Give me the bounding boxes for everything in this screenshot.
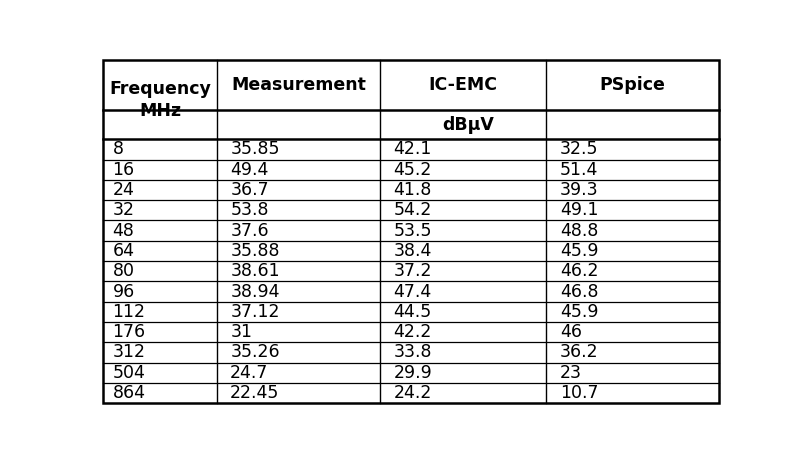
Text: 176: 176 — [112, 323, 146, 341]
Text: 46: 46 — [560, 323, 582, 341]
Text: 53.5: 53.5 — [394, 222, 432, 240]
Text: 45.9: 45.9 — [560, 242, 598, 260]
Text: 46.2: 46.2 — [560, 262, 598, 280]
Text: Measurement: Measurement — [231, 76, 367, 94]
Text: 24.2: 24.2 — [394, 384, 432, 402]
Text: 45.9: 45.9 — [560, 303, 598, 321]
Text: IC-EMC: IC-EMC — [429, 76, 498, 94]
Text: 35.85: 35.85 — [230, 140, 280, 158]
Text: 31: 31 — [230, 323, 253, 341]
Text: PSpice: PSpice — [600, 76, 666, 94]
Text: 37.2: 37.2 — [394, 262, 432, 280]
Text: 312: 312 — [112, 343, 145, 361]
Text: 24: 24 — [112, 181, 135, 199]
Text: 53.8: 53.8 — [230, 202, 269, 219]
Text: 80: 80 — [112, 262, 135, 280]
Text: 37.12: 37.12 — [230, 303, 280, 321]
Text: 38.61: 38.61 — [230, 262, 280, 280]
Text: 33.8: 33.8 — [394, 343, 432, 361]
Text: 35.26: 35.26 — [230, 343, 280, 361]
Text: Frequency
MHz: Frequency MHz — [109, 80, 211, 120]
Text: 48: 48 — [112, 222, 135, 240]
Text: 45.2: 45.2 — [394, 161, 432, 179]
Text: 16: 16 — [112, 161, 135, 179]
Text: 44.5: 44.5 — [394, 303, 431, 321]
Text: 38.4: 38.4 — [394, 242, 432, 260]
Text: 112: 112 — [112, 303, 145, 321]
Text: 29.9: 29.9 — [394, 364, 432, 382]
Text: 49.4: 49.4 — [230, 161, 269, 179]
Text: 39.3: 39.3 — [560, 181, 599, 199]
Text: 36.2: 36.2 — [560, 343, 599, 361]
Text: 51.4: 51.4 — [560, 161, 598, 179]
Text: 42.2: 42.2 — [394, 323, 432, 341]
Text: 10.7: 10.7 — [560, 384, 598, 402]
Text: 24.7: 24.7 — [230, 364, 269, 382]
Text: 41.8: 41.8 — [394, 181, 432, 199]
Text: 64: 64 — [112, 242, 135, 260]
Text: 36.7: 36.7 — [230, 181, 269, 199]
Text: 23: 23 — [560, 364, 582, 382]
Text: 8: 8 — [112, 140, 124, 158]
Text: 54.2: 54.2 — [394, 202, 432, 219]
Text: 37.6: 37.6 — [230, 222, 269, 240]
Text: 38.94: 38.94 — [230, 283, 280, 301]
Text: 22.45: 22.45 — [230, 384, 280, 402]
Text: 35.88: 35.88 — [230, 242, 280, 260]
Text: 47.4: 47.4 — [394, 283, 431, 301]
Text: 864: 864 — [112, 384, 145, 402]
Text: 96: 96 — [112, 283, 135, 301]
Text: dBμV: dBμV — [442, 116, 494, 134]
Text: 48.8: 48.8 — [560, 222, 598, 240]
Text: 32.5: 32.5 — [560, 140, 598, 158]
Text: 504: 504 — [112, 364, 145, 382]
Text: 42.1: 42.1 — [394, 140, 432, 158]
Text: 49.1: 49.1 — [560, 202, 598, 219]
Text: 32: 32 — [112, 202, 135, 219]
Text: 46.8: 46.8 — [560, 283, 598, 301]
